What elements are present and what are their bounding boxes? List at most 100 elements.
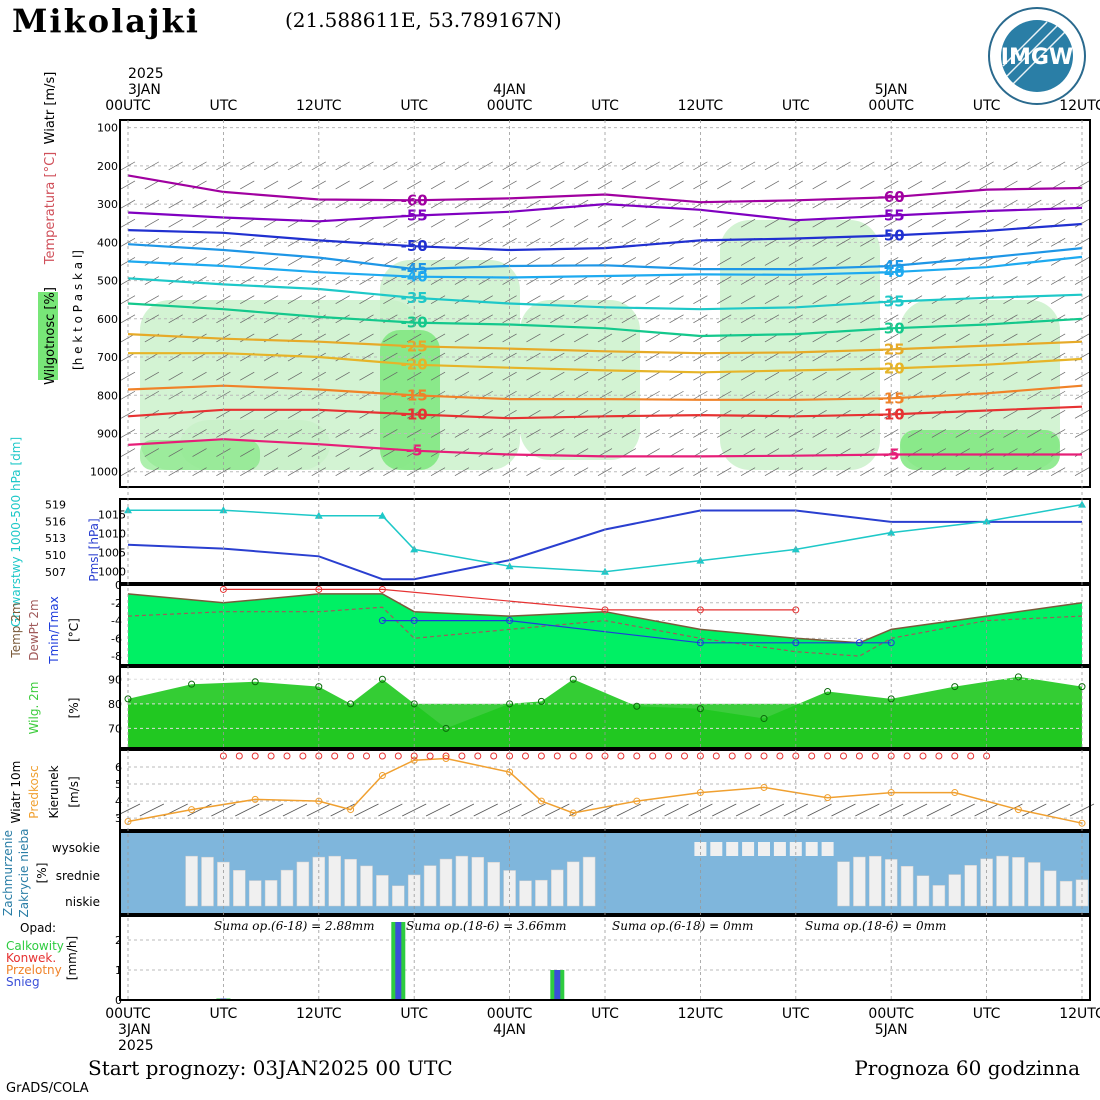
gust-marker <box>712 752 720 760</box>
isotherm-line <box>127 333 1083 355</box>
wind-barb <box>1027 333 1042 343</box>
wind-barb <box>168 390 183 400</box>
wind-barb <box>621 180 637 190</box>
cloud-bar <box>264 880 278 907</box>
wind-barb <box>359 180 374 190</box>
wind-barb <box>287 257 303 266</box>
gust-marker <box>760 752 768 760</box>
wind-barb <box>144 448 160 457</box>
wind-barb <box>168 429 183 438</box>
wind-barb <box>144 199 160 209</box>
rh-marker <box>537 697 545 705</box>
cloud-bar <box>1012 857 1025 907</box>
wind-barb <box>120 180 136 190</box>
wind-barb <box>263 371 279 381</box>
tmin-marker <box>792 639 800 647</box>
forecast-start: Start prognozy: 03JAN2025 00 UTC <box>88 1056 453 1080</box>
wind-barb <box>884 180 899 190</box>
wind-direction-barb <box>807 803 832 817</box>
wind-direction-barb <box>831 803 856 817</box>
wind-speed-marker <box>696 789 704 797</box>
wind-barb <box>621 295 637 304</box>
wind-speed-marker <box>1014 806 1022 814</box>
wind-barb <box>550 161 565 171</box>
wind-barb <box>430 333 446 343</box>
wind-barb <box>168 371 183 381</box>
wind-barb <box>812 371 827 381</box>
thickness-tick-label: 510 <box>45 549 66 562</box>
gust-marker <box>617 752 625 760</box>
gust-marker <box>824 752 832 760</box>
wind-barb <box>144 429 160 438</box>
wind-barb <box>669 218 684 228</box>
wind-barb <box>359 295 374 304</box>
wind-direction-barb <box>449 803 475 817</box>
wind-barb <box>860 180 875 190</box>
wind-barb <box>526 199 541 209</box>
wind-barb <box>955 180 970 190</box>
wind-barb <box>311 276 326 285</box>
top-time-label: 00UTC <box>487 98 533 114</box>
top-time-label: 12UTC <box>1059 98 1100 114</box>
wind-barb <box>788 467 803 477</box>
tmin-marker <box>378 617 386 625</box>
gust-marker <box>410 752 418 760</box>
wind-barb <box>955 467 970 477</box>
wind-barb <box>860 333 875 343</box>
thickness-line <box>128 503 1083 573</box>
cloud-bar <box>837 861 850 907</box>
cloud-bar <box>1028 862 1041 907</box>
wind-barb <box>240 218 255 228</box>
wind-barb <box>645 390 660 400</box>
cloud-bar <box>439 858 453 907</box>
cloud-bar <box>964 865 977 907</box>
wind-barb <box>407 161 422 171</box>
wind-barb <box>645 180 660 190</box>
top-time-label: UTC <box>591 98 619 114</box>
wind-barb <box>1050 410 1066 419</box>
thickness-marker <box>378 511 387 519</box>
cloud-bar <box>185 855 198 907</box>
pmsl-label: Pmsl [hPa] <box>87 518 101 581</box>
wind-barb <box>764 314 780 324</box>
wind-barb <box>287 390 303 400</box>
wind-barb <box>573 238 589 247</box>
cloud-bar <box>519 880 532 907</box>
wind-barb <box>931 333 947 343</box>
wind-barb <box>192 199 207 209</box>
wind-barb <box>216 180 231 190</box>
wind-barb <box>907 238 923 247</box>
wind-barb <box>860 161 875 171</box>
wind-barb <box>884 352 899 362</box>
wind-barb <box>216 371 231 381</box>
wind-barb <box>526 257 541 266</box>
gust-marker <box>601 752 609 760</box>
precip-legend-snow: Snieg <box>6 975 40 989</box>
rh-marker <box>315 683 323 691</box>
wind-barb <box>526 218 541 228</box>
wind-barb <box>1027 199 1042 209</box>
wind-barb <box>383 333 398 343</box>
humidity-label: Wilgotnosc [%] <box>43 287 58 385</box>
wind-barb <box>812 295 827 304</box>
wind-barb <box>1003 314 1018 324</box>
wind-barb <box>907 371 923 381</box>
wind-barb <box>120 352 136 362</box>
cloud-bar <box>948 874 962 907</box>
wind-barb <box>717 295 732 304</box>
wind-barb <box>573 314 589 324</box>
humidity-area <box>900 430 1060 470</box>
wind-barb <box>764 180 780 190</box>
wind-barb <box>573 390 589 400</box>
wind-barb <box>287 276 303 285</box>
wind-barb <box>573 257 589 266</box>
temperature-label: Temperatura [°C] <box>43 152 58 265</box>
wind-barb <box>263 257 279 266</box>
wind-barb <box>168 333 183 343</box>
wind-barb <box>669 314 684 324</box>
wind-barb <box>740 276 756 285</box>
wind-barb <box>192 448 207 457</box>
wind-barb <box>669 352 684 362</box>
pressure-axis-label: [h e k t o P a s k a l] <box>71 250 85 370</box>
wind-direction-barb <box>1045 803 1071 817</box>
